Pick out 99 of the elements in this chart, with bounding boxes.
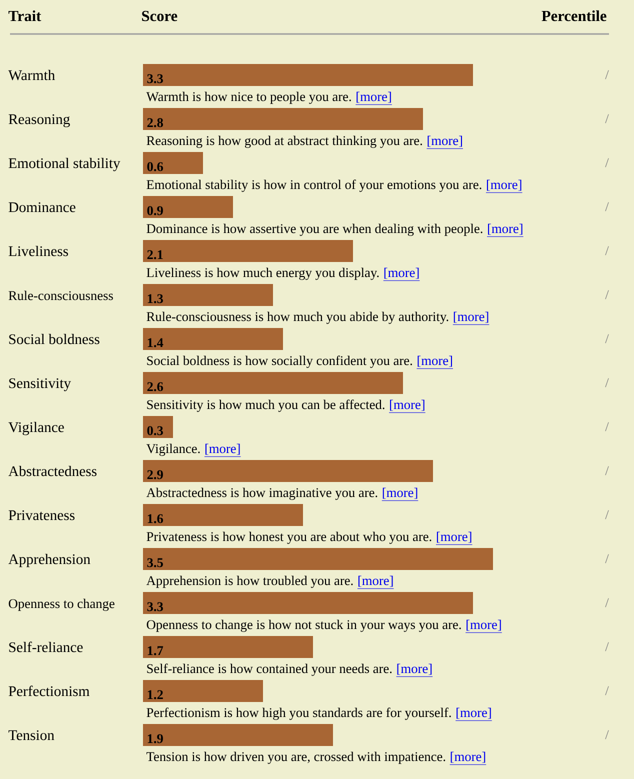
y-tick-label: Apprehension xyxy=(8,554,90,568)
y-tick-label: Emotional stability xyxy=(8,158,120,172)
data-label: 1.9 xyxy=(148,734,163,744)
bar xyxy=(142,724,333,746)
annotation: [more] xyxy=(436,532,472,543)
annotation: Vigilance. xyxy=(146,444,200,456)
annotation: Reasoning is how good at abstract thinking you are. xyxy=(146,136,422,148)
annotation: [more] xyxy=(358,576,393,587)
y-tick-label: Social boldness xyxy=(9,334,100,344)
data-label: 1.3 xyxy=(148,294,163,304)
data-label: 2.1 xyxy=(147,250,163,260)
annotation: [more] xyxy=(488,224,522,235)
bar xyxy=(142,416,173,438)
y-tick-label: Perfectionism xyxy=(8,686,90,696)
annotation: [more] xyxy=(486,180,522,191)
text: / xyxy=(605,202,609,212)
data-label: 2.6 xyxy=(147,382,164,392)
annotation: Tension is how driven you are, crossed with impatience. xyxy=(146,752,446,764)
text: / xyxy=(605,642,609,652)
data-label: 3.3 xyxy=(147,74,163,84)
text: / xyxy=(605,686,609,696)
y-tick-label: Rule-consciousness xyxy=(8,290,113,300)
y-tick-label: Privateness xyxy=(8,510,75,520)
annotation: Dominance is how assertive you are when dealing with people. xyxy=(146,224,482,236)
annotation: [more] xyxy=(466,620,501,631)
y-tick-label: Tension xyxy=(8,730,54,740)
text: Percentile xyxy=(542,10,606,22)
annotation: [more] xyxy=(428,136,462,147)
annotation: Sensitivity is how much you can be affected. xyxy=(147,400,384,412)
annotation: Emotional stability is how in control of your emotions you are. xyxy=(146,180,482,192)
y-tick-label: Dominance xyxy=(8,202,76,212)
y-tick-label: Openness to change xyxy=(8,598,114,611)
text: / xyxy=(605,510,609,520)
bar xyxy=(142,636,313,658)
annotation: Openness to change is how not stuck in your ways you are. xyxy=(146,620,461,632)
bar xyxy=(142,152,203,174)
text: / xyxy=(605,422,609,432)
y-tick-label: Liveliness xyxy=(8,246,68,256)
data-label: 3.3 xyxy=(147,602,163,612)
text: / xyxy=(605,554,609,564)
data-label: 0.9 xyxy=(147,206,163,216)
text: / xyxy=(605,378,609,388)
bar xyxy=(142,504,303,526)
bar xyxy=(142,592,473,614)
data-label: 1.2 xyxy=(148,690,163,700)
text: / xyxy=(605,158,609,168)
y-tick-label: Self-reliance xyxy=(9,642,83,652)
annotation: [more] xyxy=(390,400,424,411)
data-label: 3.5 xyxy=(147,558,163,568)
annotation: [more] xyxy=(418,356,452,367)
data-label: 1.6 xyxy=(148,514,164,524)
text: / xyxy=(605,730,609,740)
annotation: Warmth is how nice to people you are. xyxy=(146,92,351,104)
y-tick-label: Vigilance xyxy=(8,422,64,436)
text: / xyxy=(605,466,609,476)
text: / xyxy=(605,290,609,300)
bar xyxy=(142,108,423,130)
annotation: [more] xyxy=(456,708,491,719)
y-tick-label: Warmth xyxy=(8,70,55,80)
annotation: [more] xyxy=(356,92,391,103)
annotation: Self-reliance is how contained your needs are. xyxy=(147,664,392,676)
data-label: 1.7 xyxy=(148,646,164,656)
text: / xyxy=(605,70,609,80)
y-tick-label: Sensitivity xyxy=(9,378,71,392)
text: / xyxy=(605,334,609,344)
y-tick-label: Reasoning xyxy=(8,114,70,128)
text: / xyxy=(605,598,609,608)
annotation: [more] xyxy=(397,664,432,675)
data-label: 0.6 xyxy=(147,162,164,172)
annotation: [more] xyxy=(384,268,419,279)
annotation: Rule-consciousness is how much you abide by authority. xyxy=(146,312,448,324)
bar xyxy=(142,680,263,702)
x-axis-title: Score xyxy=(142,10,178,22)
data-label: 2.8 xyxy=(147,118,163,128)
annotation: [more] xyxy=(382,488,418,499)
bar xyxy=(142,284,273,306)
y-axis-title: Trait xyxy=(8,10,42,22)
annotation: Social boldness is how socially confident you are. xyxy=(147,356,412,368)
text: / xyxy=(605,246,609,256)
bar xyxy=(142,196,233,218)
bar xyxy=(142,372,403,394)
y-tick-label: Abstractedness xyxy=(8,466,97,476)
annotation: Apprehension is how troubled you are. xyxy=(146,576,353,588)
text: / xyxy=(605,114,609,124)
annotation: [more] xyxy=(450,752,486,763)
annotation: Perfectionism is how high you standards are for yourself. xyxy=(146,708,451,720)
annotation: Liveliness is how much energy you display. xyxy=(146,268,379,280)
bar xyxy=(142,460,433,482)
annotation: Privateness is how honest you are about who you are. xyxy=(146,532,432,544)
annotation: Abstractedness is how imaginative you are. xyxy=(146,488,378,500)
bar xyxy=(142,548,493,570)
bar xyxy=(142,328,283,350)
data-label: 2.9 xyxy=(147,470,163,480)
data-label: 0.3 xyxy=(147,426,163,436)
bar xyxy=(142,240,353,262)
annotation: [more] xyxy=(454,312,488,323)
annotation: [more] xyxy=(205,444,240,455)
data-label: 1.4 xyxy=(148,338,164,348)
bar xyxy=(142,64,473,86)
